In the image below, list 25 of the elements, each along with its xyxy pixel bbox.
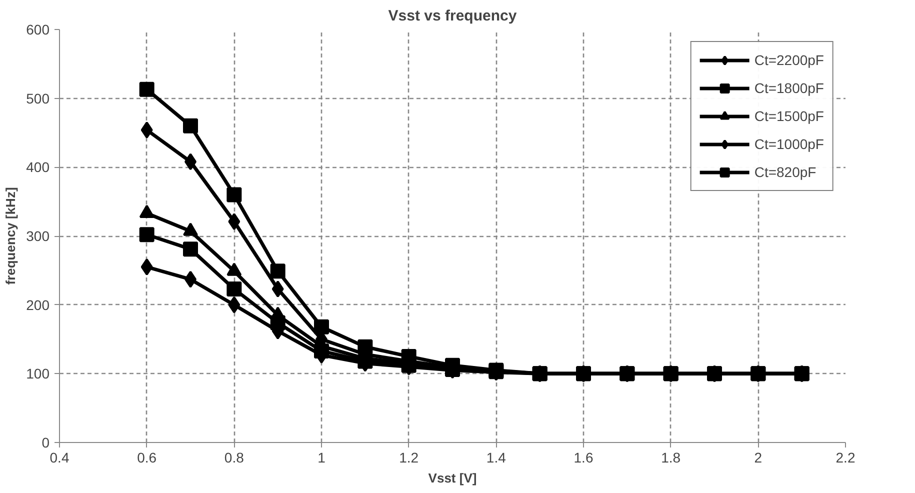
x-tick-label: 0.4 — [50, 450, 70, 466]
x-tick-label: 0.8 — [224, 450, 244, 466]
x-tick-label: 1 — [318, 450, 326, 466]
y-tick-label: 600 — [26, 22, 50, 38]
y-tick-label: 0 — [42, 434, 50, 450]
chart-title: Vsst vs frequency — [388, 8, 518, 24]
legend-label: Ct=820pF — [754, 164, 816, 180]
x-axis-title: Vsst [V] — [428, 470, 477, 486]
x-tick-label: 2 — [754, 450, 762, 466]
legend-label: Ct=1000pF — [754, 136, 824, 152]
x-tick-label: 1.8 — [661, 450, 681, 466]
y-tick-label: 100 — [26, 366, 50, 382]
x-tick-label: 1.2 — [399, 450, 419, 466]
y-axis-title: frequency [kHz] — [3, 187, 18, 285]
y-tick-label: 400 — [26, 159, 50, 176]
x-tick-label: 0.6 — [137, 450, 157, 466]
y-tick-label: 300 — [26, 228, 50, 244]
y-tick-label: 200 — [26, 296, 50, 313]
x-tick-label: 1.4 — [486, 450, 506, 466]
legend-label: Ct=2200pF — [754, 52, 824, 68]
x-tick-label: 2.2 — [836, 450, 856, 466]
x-tick-label: 1.6 — [574, 450, 594, 466]
y-tick-label: 500 — [26, 90, 50, 106]
legend-label: Ct=1800pF — [754, 80, 824, 96]
legend-label: Ct=1500pF — [754, 108, 824, 124]
